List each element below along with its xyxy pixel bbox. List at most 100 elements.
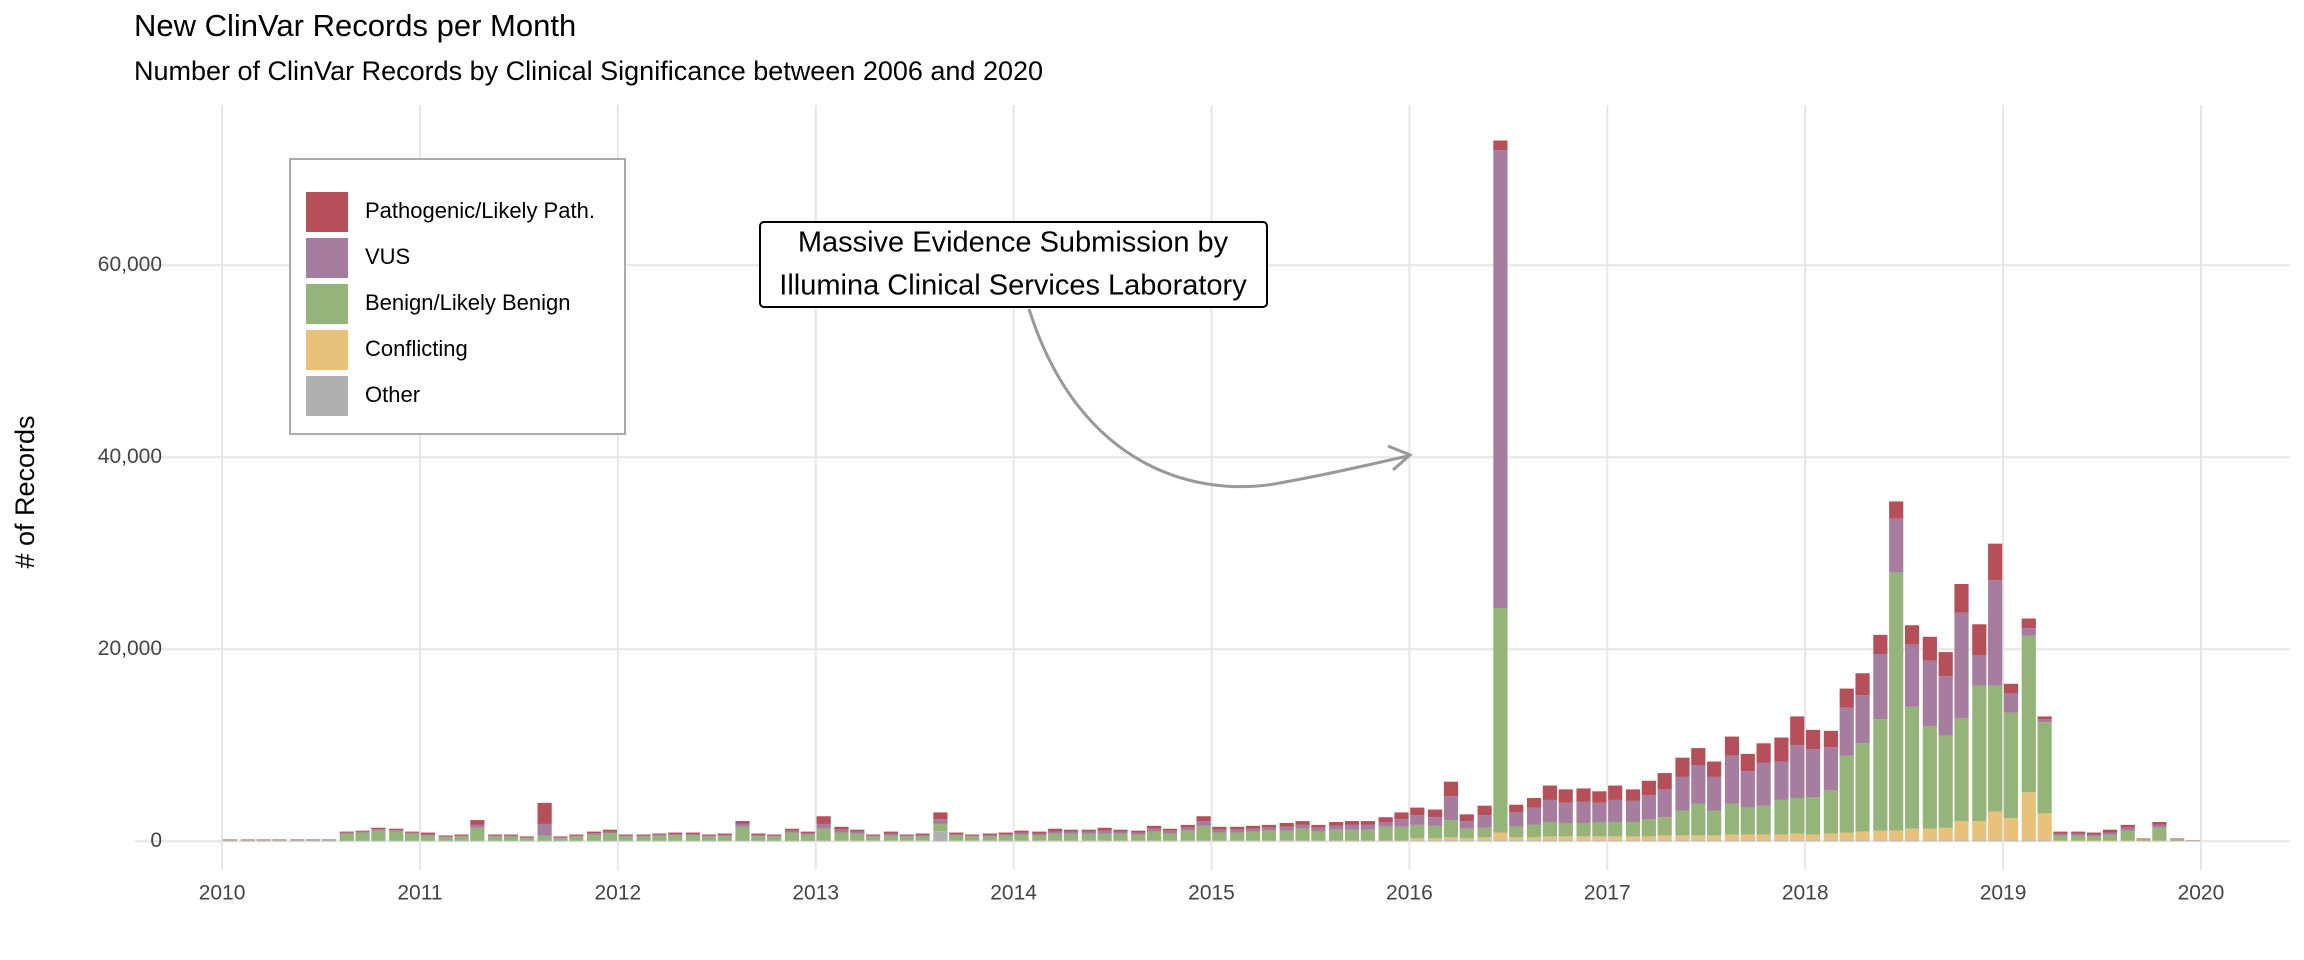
bar-segment — [1443, 840, 1459, 842]
bar-segment — [1774, 737, 1789, 762]
bar-segment — [1938, 676, 1953, 736]
bar-segment — [767, 834, 782, 836]
bar-segment — [1558, 802, 1573, 823]
bar-segment — [1889, 830, 1904, 841]
bar-segment — [1805, 749, 1821, 798]
bar-segment — [339, 832, 354, 834]
bar-segment — [1608, 822, 1623, 837]
bar-segment — [1823, 833, 1838, 841]
bar-segment — [488, 836, 503, 841]
bar-segment — [685, 834, 701, 835]
bar-segment — [1014, 830, 1029, 833]
bar-segment — [1988, 840, 2003, 842]
bar-segment — [537, 802, 552, 824]
bar-segment — [1509, 837, 1524, 841]
legend-swatch — [306, 238, 348, 278]
bar-segment — [306, 839, 321, 841]
bar-segment — [1162, 833, 1178, 841]
bar-segment — [1196, 816, 1211, 822]
bar-segment — [2152, 827, 2167, 841]
y-tick-label: 0 — [150, 829, 162, 852]
bar-segment — [1805, 840, 1821, 842]
bar-segment — [371, 827, 386, 830]
bar-segment — [2120, 827, 2135, 831]
bar-segment — [883, 831, 899, 834]
bar-segment — [1691, 748, 1706, 766]
bar-segment — [1378, 822, 1393, 827]
bar-segment — [1032, 831, 1047, 834]
bar-segment — [1279, 822, 1294, 827]
bar-segment — [834, 826, 849, 830]
bar-segment — [1196, 821, 1211, 826]
bar-segment — [1922, 660, 1937, 727]
bar-segment — [1972, 654, 1987, 686]
bar-segment — [454, 835, 469, 837]
bar-segment — [2003, 683, 2019, 694]
bar-segment — [1592, 822, 1607, 837]
bar-segment — [1245, 828, 1261, 832]
bar-segment — [717, 835, 732, 841]
bar-segment — [389, 831, 404, 841]
y-tick-label: 20,000 — [98, 637, 162, 660]
bar-segment — [1576, 840, 1591, 842]
bar-segment — [355, 832, 370, 841]
bar-segment — [519, 838, 534, 841]
bar-segment — [1493, 840, 1508, 842]
bar-segment — [1675, 835, 1690, 841]
bar-segment — [1063, 833, 1079, 841]
bar-segment — [1509, 812, 1524, 827]
bar-segment — [1329, 829, 1344, 841]
bar-segment — [1344, 829, 1360, 841]
bar-segment — [1459, 840, 1474, 842]
bar-segment — [1378, 817, 1393, 823]
bar-segment — [933, 823, 948, 832]
bar-segment — [1790, 716, 1805, 746]
bar-segment — [537, 835, 552, 841]
bar-segment — [816, 823, 831, 829]
bar-segment — [404, 832, 420, 834]
bar-segment — [636, 834, 651, 836]
bar-segment — [1592, 791, 1607, 803]
bar-segment — [488, 834, 503, 836]
bar-segment — [1691, 803, 1706, 836]
bar-segment — [1657, 835, 1672, 841]
bar-segment — [1410, 824, 1425, 839]
bar-segment — [2021, 628, 2036, 636]
bar-segment — [1608, 840, 1623, 842]
bar-segment — [1954, 612, 1969, 719]
bar-segment — [2037, 716, 2052, 720]
bar-segment — [2003, 840, 2019, 842]
bar-segment — [1724, 736, 1740, 756]
bar-segment — [1113, 831, 1128, 834]
bar-segment — [1625, 840, 1641, 842]
bar-segment — [1855, 840, 1870, 842]
bar-segment — [2071, 835, 2086, 841]
bar-segment — [1063, 831, 1079, 834]
bar-segment — [998, 835, 1013, 841]
bar-segment — [933, 831, 948, 842]
bar-segment — [1279, 826, 1294, 831]
bar-segment — [1048, 833, 1063, 841]
bar-segment — [1972, 685, 1987, 822]
bar-segment — [1443, 837, 1459, 841]
annotation-arrowhead — [1387, 444, 1413, 472]
bar-segment — [1196, 825, 1211, 841]
bar-segment — [784, 832, 800, 841]
bar-segment — [2003, 693, 2019, 713]
bar-segment — [587, 834, 602, 841]
bar-segment — [1641, 836, 1656, 841]
bar-segment — [1855, 695, 1870, 744]
bar-segment — [1707, 810, 1722, 836]
x-tick-label: 2016 — [1386, 882, 1433, 905]
bar-segment — [1904, 625, 1920, 645]
bar-segment — [767, 836, 782, 841]
bar-segment — [1477, 837, 1492, 841]
chart-title: New ClinVar Records per Month — [134, 8, 576, 43]
bar-segment — [1756, 762, 1771, 806]
bar-segment — [454, 834, 469, 836]
bar-segment — [1459, 838, 1474, 841]
bar-segment — [1889, 840, 1904, 842]
bar-segment — [1526, 824, 1542, 838]
bar-segment — [2170, 839, 2185, 841]
bar-segment — [1443, 820, 1459, 838]
